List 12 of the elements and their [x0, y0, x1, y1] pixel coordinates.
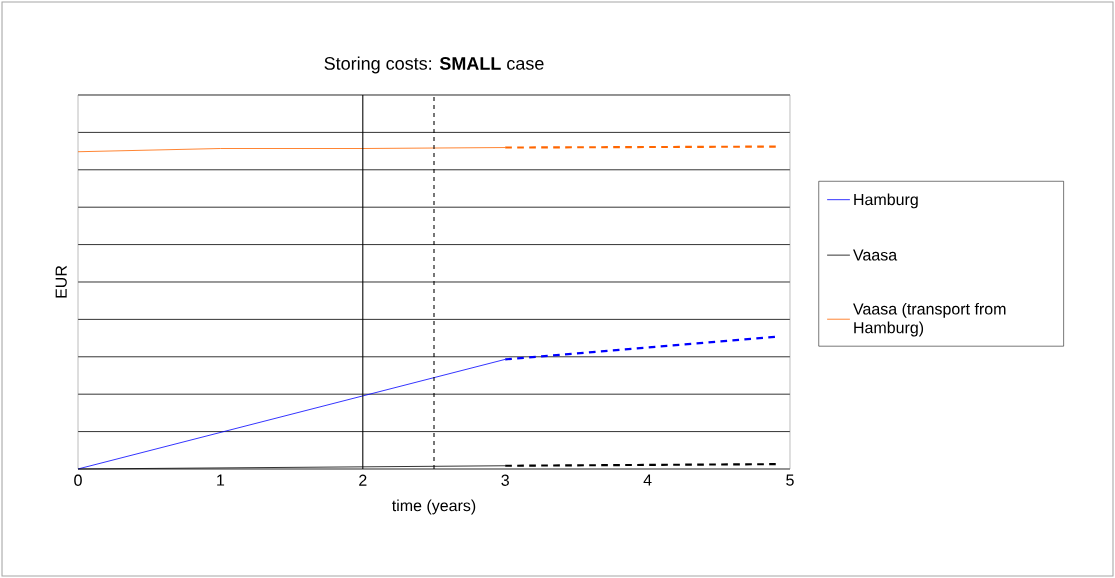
legend-label: Hamburg [854, 193, 918, 209]
x-tick-label: 1 [217, 474, 225, 486]
x-tick-label: 3 [501, 474, 509, 486]
x-tick-label: 5 [786, 474, 794, 486]
legend-label: Vaasa [853, 249, 898, 261]
y-axis-title: EUR [55, 265, 67, 298]
legend-label: Vaasa (transport from Hamburg) [853, 302, 1006, 337]
x-axis-title: time (years) [392, 499, 476, 515]
chart-title: Storing costs: SMALL case [324, 56, 544, 74]
x-tick-label: 2 [359, 474, 367, 486]
x-tick-label: 0 [74, 474, 82, 486]
x-tick-label: 4 [643, 474, 652, 486]
